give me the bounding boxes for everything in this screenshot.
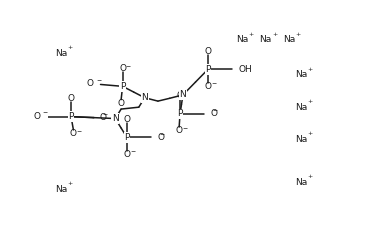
Text: O: O (204, 47, 212, 56)
Text: O: O (176, 126, 183, 135)
Text: O: O (86, 79, 93, 88)
Text: −: − (97, 77, 102, 83)
Text: −: − (43, 110, 48, 115)
Text: Na: Na (55, 49, 67, 58)
Text: Na: Na (295, 135, 307, 144)
Text: Na: Na (236, 35, 248, 45)
Text: O: O (118, 99, 125, 108)
Text: P: P (120, 82, 125, 91)
Text: −: − (130, 149, 136, 154)
Text: +: + (296, 32, 301, 37)
Text: O: O (124, 115, 130, 124)
Text: +: + (307, 174, 312, 179)
Text: Na: Na (295, 71, 307, 79)
Text: O: O (204, 82, 212, 91)
Text: Na: Na (55, 185, 67, 194)
Text: −: − (211, 81, 217, 86)
Text: N: N (112, 114, 119, 123)
Text: −: − (213, 108, 218, 112)
Text: P: P (177, 109, 183, 118)
Text: P: P (68, 112, 74, 121)
Text: O: O (157, 133, 164, 142)
Text: +: + (272, 32, 277, 37)
Text: Na: Na (260, 35, 272, 45)
Text: P: P (124, 133, 130, 142)
Text: O: O (100, 113, 107, 122)
Text: O: O (33, 112, 40, 121)
Text: O: O (177, 91, 184, 100)
Text: N: N (180, 90, 186, 99)
Text: O: O (124, 150, 130, 159)
Text: −: − (126, 63, 131, 68)
Text: Na: Na (295, 103, 307, 112)
Text: −: − (77, 128, 82, 133)
Text: N: N (141, 93, 148, 102)
Text: Na: Na (295, 178, 307, 186)
Text: +: + (67, 45, 73, 50)
Text: O: O (68, 94, 74, 103)
Text: O: O (119, 64, 126, 73)
Text: +: + (307, 99, 312, 104)
Text: +: + (307, 131, 312, 136)
Text: −: − (160, 131, 165, 136)
Text: −: − (183, 125, 188, 130)
Text: +: + (67, 181, 73, 186)
Text: O: O (70, 129, 77, 138)
Text: O: O (211, 109, 217, 118)
Text: −: − (103, 111, 108, 116)
Text: Na: Na (283, 35, 295, 45)
Text: OH: OH (239, 65, 253, 74)
Text: +: + (307, 67, 312, 72)
Text: +: + (249, 32, 253, 37)
Text: P: P (205, 65, 211, 74)
